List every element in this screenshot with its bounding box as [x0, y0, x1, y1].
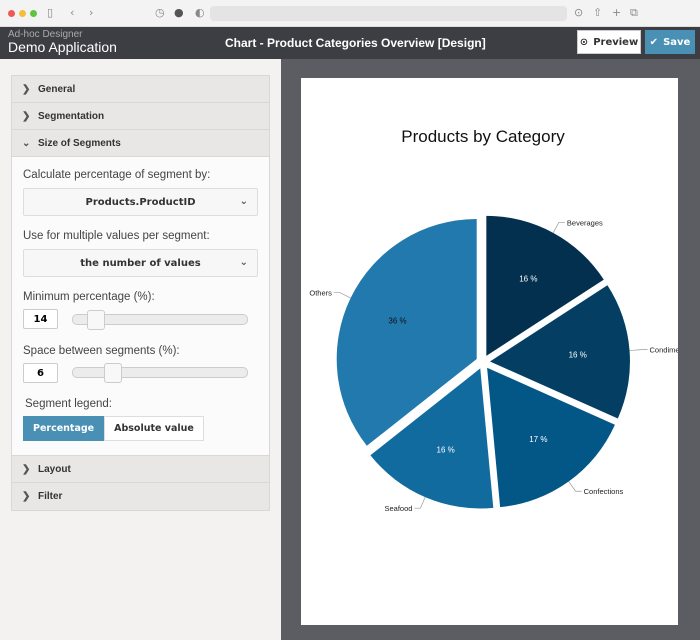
- shield-icon[interactable]: ◐: [195, 6, 205, 19]
- section-label: Size of Segments: [38, 137, 121, 149]
- pie-slice-condiments[interactable]: [489, 285, 630, 419]
- section-label: Layout: [38, 463, 71, 475]
- pie-slice-others[interactable]: [336, 218, 477, 446]
- space-label: Space between segments (%):: [23, 345, 180, 357]
- category-label: Confections: [584, 487, 624, 496]
- data-label: 16 %: [437, 445, 455, 454]
- chevron-right-icon: ❯: [22, 83, 31, 95]
- settings-sidebar: ❯ General ❯ Segmentation ⌄ Size of Segments…: [0, 59, 281, 640]
- browser-toolbar: ▯ ‹ › ◷ ● ◐ ⊙ ⇧ + ⧉: [0, 0, 700, 27]
- app-header: Ad-hoc Designer Demo Application Chart -…: [0, 27, 700, 59]
- check-icon: ✔: [649, 36, 659, 48]
- calc-select[interactable]: Products.ProductID ⌄: [23, 188, 258, 216]
- section-layout[interactable]: ❯ Layout: [12, 456, 269, 483]
- pie-chart: Products by Category 16 % Beverages 16 % Co…: [309, 127, 689, 513]
- new-tab-icon[interactable]: +: [612, 6, 622, 19]
- pie-slice-beverages[interactable]: [486, 215, 604, 356]
- back-icon[interactable]: ‹: [70, 6, 75, 19]
- eye-icon: ⊙: [579, 36, 589, 48]
- save-label: Save: [663, 36, 691, 48]
- history-icon[interactable]: ◷: [155, 6, 165, 19]
- legend-toggle: Percentage Absolute value: [23, 416, 204, 441]
- share-icon[interactable]: ⇧: [593, 6, 603, 19]
- download-icon[interactable]: ⊙: [574, 6, 584, 19]
- calc-value: Products.ProductID: [85, 196, 196, 208]
- multi-select[interactable]: the number of values ⌄: [23, 249, 258, 277]
- minimize-window-button[interactable]: [19, 10, 26, 17]
- section-label: General: [38, 83, 76, 95]
- page-title: Chart - Product Categories Overview [Des…: [225, 36, 486, 50]
- app-name: Demo Application: [8, 39, 117, 55]
- data-label: 16 %: [569, 351, 587, 360]
- url-bar[interactable]: [210, 6, 567, 21]
- chevron-down-icon: ⌄: [239, 196, 248, 207]
- slider-thumb[interactable]: [87, 310, 105, 330]
- multi-value: the number of values: [80, 257, 201, 269]
- data-label: 16 %: [519, 275, 537, 284]
- chevron-right-icon: ❯: [22, 463, 31, 475]
- min-percentage-input[interactable]: 14: [23, 309, 58, 329]
- min-percentage-label: Minimum percentage (%):: [23, 291, 155, 303]
- section-general[interactable]: ❯ General: [12, 76, 269, 103]
- legend-absolute-button[interactable]: Absolute value: [104, 416, 204, 441]
- chart-title: Products by Category: [401, 127, 565, 146]
- leader-line: [629, 349, 648, 351]
- size-of-segments-panel: Calculate percentage of segment by: Prod…: [12, 157, 269, 456]
- data-label: 17 %: [529, 435, 547, 444]
- leader-line: [414, 497, 426, 509]
- chevron-down-icon: ⌄: [22, 137, 31, 149]
- maximize-window-button[interactable]: [30, 10, 37, 17]
- preview-label: Preview: [593, 36, 639, 48]
- section-label: Filter: [38, 491, 63, 502]
- forward-icon[interactable]: ›: [89, 6, 94, 19]
- category-label: Others: [309, 289, 332, 298]
- preview-button[interactable]: ⊙ Preview: [577, 30, 641, 54]
- chart-canvas: Products by Category 16 % Beverages 16 % Co…: [301, 78, 690, 625]
- pie-slice-confections[interactable]: [487, 367, 615, 508]
- multi-label: Use for multiple values per segment:: [23, 230, 210, 242]
- min-percentage-slider[interactable]: [72, 310, 248, 330]
- section-size-of-segments[interactable]: ⌄ Size of Segments: [12, 130, 269, 157]
- category-label: Condiments: [650, 346, 678, 355]
- category-label: Beverages: [567, 218, 603, 227]
- legend-label: Segment legend:: [25, 398, 112, 410]
- app-subtitle: Ad-hoc Designer: [8, 29, 83, 40]
- sidebar-icon[interactable]: ▯: [47, 6, 54, 19]
- legend-percentage-button[interactable]: Percentage: [23, 416, 105, 441]
- section-segmentation[interactable]: ❯ Segmentation: [12, 103, 269, 130]
- adblock-icon[interactable]: ●: [174, 6, 184, 19]
- space-input[interactable]: 6: [23, 363, 58, 383]
- space-slider[interactable]: [72, 363, 248, 383]
- leader-line: [333, 292, 351, 299]
- calc-label: Calculate percentage of segment by:: [23, 169, 211, 181]
- tabs-icon[interactable]: ⧉: [630, 6, 638, 19]
- chevron-right-icon: ❯: [22, 110, 31, 122]
- slider-thumb[interactable]: [104, 363, 122, 383]
- pie-slice-seafood[interactable]: [370, 368, 494, 509]
- category-label: Seafood: [384, 504, 412, 513]
- settings-accordion: ❯ General ❯ Segmentation ⌄ Size of Segments…: [11, 75, 270, 511]
- leader-line: [568, 481, 582, 492]
- save-button[interactable]: ✔ Save: [645, 30, 695, 54]
- chevron-down-icon: ⌄: [239, 257, 248, 268]
- section-label: Segmentation: [38, 110, 105, 122]
- data-label: 36 %: [388, 317, 406, 326]
- close-window-button[interactable]: [8, 10, 15, 17]
- chevron-right-icon: ❯: [22, 491, 31, 502]
- section-filter[interactable]: ❯ Filter: [12, 483, 269, 510]
- leader-line: [552, 221, 565, 233]
